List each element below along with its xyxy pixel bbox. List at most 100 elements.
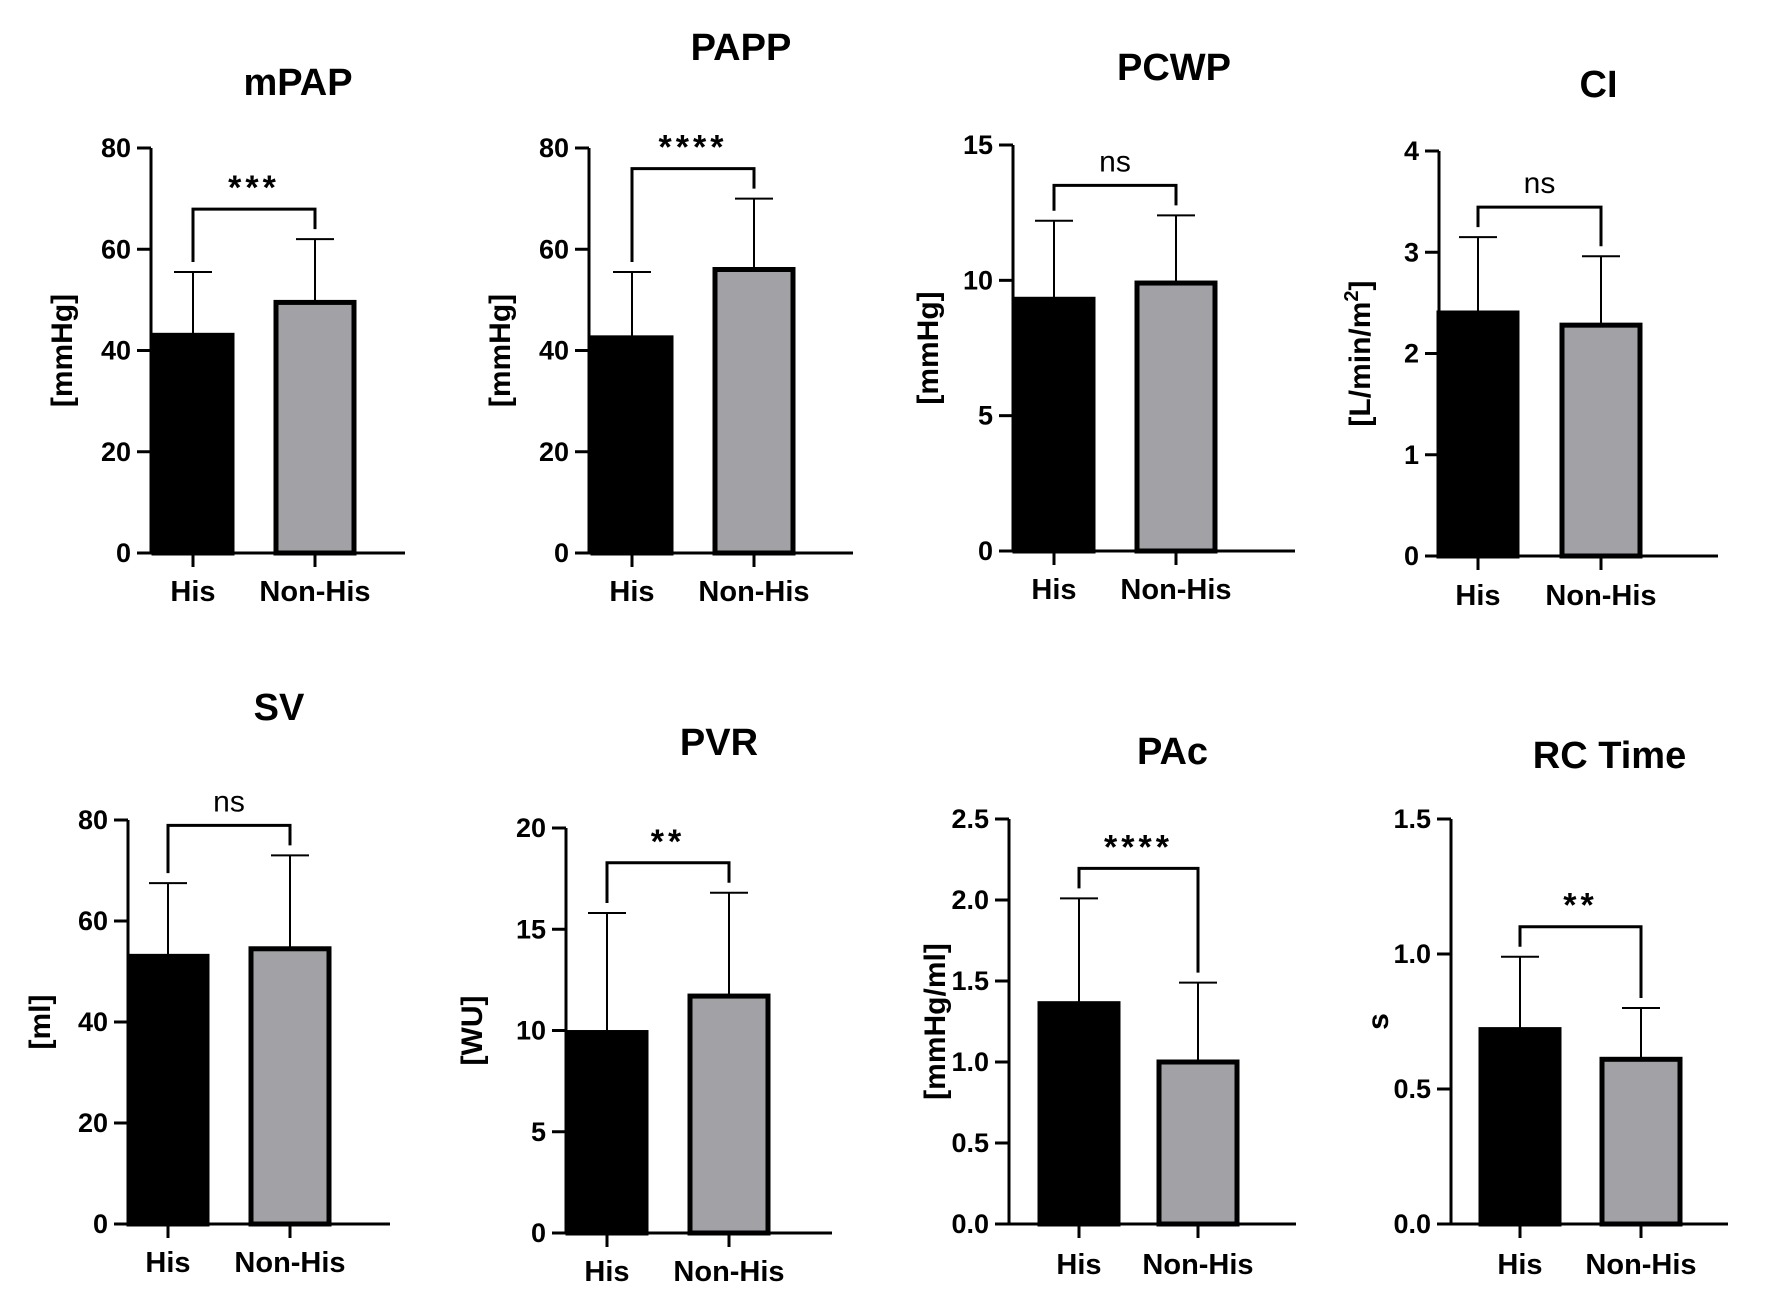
category-label-non-his: Non-His	[1142, 1249, 1253, 1281]
y-tick-label: 5	[531, 1117, 546, 1147]
y-tick-label: 20	[539, 437, 569, 467]
significance-label: ns	[1099, 145, 1131, 178]
significance-bracket	[1052, 183, 1178, 211]
significance-bracket	[166, 823, 292, 874]
significance-label: ****	[1104, 828, 1173, 866]
significance-bracket	[1476, 205, 1603, 247]
chart-title: CI	[1580, 64, 1618, 106]
y-axis-label: [mmHg]	[484, 294, 517, 407]
bar-non-his	[273, 299, 357, 556]
chart-title: PAc	[1137, 731, 1208, 773]
bar-his	[1037, 1001, 1121, 1227]
chart-title: SV	[254, 687, 305, 729]
y-tick-label: 1.5	[1393, 804, 1431, 834]
y-tick-label: 1.0	[951, 1047, 989, 1077]
significance-bracket	[191, 207, 317, 263]
y-tick-label: 0	[93, 1209, 108, 1239]
y-tick-label: 0.0	[1393, 1209, 1431, 1239]
chart-panel: PCWP 0 5 10 15 [mmHg] His Non-His ns	[912, 47, 1295, 606]
significance-bracket	[630, 167, 756, 263]
y-tick-label: 60	[78, 906, 108, 936]
y-axis-label: s	[1362, 1013, 1395, 1030]
y-tick-label: 20	[78, 1108, 108, 1138]
bar-his	[590, 335, 674, 556]
y-tick-label: 60	[101, 234, 131, 264]
y-tick-label: 15	[963, 130, 993, 160]
y-tick-label: 0	[554, 538, 569, 568]
y-tick-label: 2.0	[951, 885, 989, 915]
significance-label: ****	[659, 129, 728, 167]
category-label-non-his: Non-His	[1545, 580, 1656, 612]
y-tick-label: 0.5	[1393, 1074, 1431, 1104]
chart-title: PVR	[680, 722, 758, 764]
category-label-non-his: Non-His	[259, 576, 370, 608]
y-axis-label: [mmHg]	[912, 291, 945, 404]
category-label-his: His	[609, 576, 654, 608]
y-tick-label: 40	[78, 1007, 108, 1037]
category-label-his: His	[145, 1247, 190, 1279]
category-label-his: His	[584, 1256, 629, 1288]
y-tick-label: 2	[1404, 339, 1419, 369]
bar-non-his	[1559, 322, 1643, 559]
category-label-his: His	[1056, 1249, 1101, 1281]
significance-label: **	[1563, 887, 1597, 925]
y-tick-label: 10	[963, 265, 993, 295]
y-tick-label: 80	[539, 133, 569, 163]
significance-label: ns	[1524, 167, 1556, 200]
y-axis-label-superscript: 2	[1341, 290, 1363, 301]
y-tick-label: 20	[101, 437, 131, 467]
y-tick-label: 0	[978, 536, 993, 566]
chart-panel: PAPP 0 20 40 60 80 [mmHg] His Non-His ****	[484, 27, 853, 608]
chart-title: PAPP	[691, 27, 792, 69]
bar-his	[1012, 296, 1096, 554]
y-tick-label: 1.0	[1393, 939, 1431, 969]
category-label-non-his: Non-His	[673, 1256, 784, 1288]
chart-title: RC Time	[1533, 735, 1686, 777]
chart-title: mPAP	[243, 62, 352, 104]
significance-bracket	[605, 861, 731, 904]
bar-non-his	[1156, 1059, 1240, 1227]
bar-his	[565, 1030, 649, 1236]
y-tick-label: 4	[1404, 136, 1419, 166]
y-tick-label: 80	[101, 133, 131, 163]
significance-bracket	[1518, 925, 1643, 998]
category-label-his: His	[1455, 580, 1500, 612]
bar-non-his	[248, 946, 332, 1227]
y-axis-label-bracket: ]	[1344, 280, 1377, 290]
y-tick-label: 3	[1404, 237, 1419, 267]
bar-non-his	[712, 267, 796, 556]
y-tick-label: 40	[101, 336, 131, 366]
y-tick-label: 0.5	[951, 1128, 989, 1158]
category-label-non-his: Non-His	[1120, 574, 1231, 606]
y-tick-label: 5	[978, 401, 993, 431]
category-label-his: His	[1497, 1249, 1542, 1281]
y-axis-label: [mmHg]	[46, 294, 79, 407]
category-label-his: His	[1031, 574, 1076, 606]
y-tick-label: 1	[1404, 440, 1419, 470]
y-axis-label: [WU]	[456, 996, 489, 1066]
chart-panel: SV 0 20 40 60 80 [ml] His Non-His ns	[24, 687, 390, 1279]
category-label-non-his: Non-His	[698, 576, 809, 608]
y-axis-label: [L/min/m2]	[1341, 280, 1377, 426]
y-tick-label: 40	[539, 336, 569, 366]
significance-label: **	[651, 823, 685, 861]
significance-bracket	[1077, 866, 1200, 973]
y-tick-label: 0.0	[951, 1209, 989, 1239]
category-label-his: His	[170, 576, 215, 608]
significance-label: ns	[213, 785, 245, 818]
category-label-non-his: Non-His	[1585, 1249, 1696, 1281]
chart-panel: PVR 0 5 10 15 20 [WU] His Non-His **	[456, 722, 832, 1288]
bar-his	[1436, 310, 1520, 559]
y-tick-label: 0	[1404, 541, 1419, 571]
bar-non-his	[1134, 280, 1218, 554]
chart-panel: RC Time 0.0 0.5 1.0 1.5 s His Non-His **	[1362, 735, 1728, 1281]
y-tick-label: 80	[78, 805, 108, 835]
chart-panel: mPAP 0 20 40 60 80 [mmHg] His Non-His ***	[46, 62, 405, 608]
significance-label: ***	[228, 169, 280, 207]
bar-his	[126, 953, 210, 1227]
y-axis-label-text: [L/min/m	[1344, 302, 1377, 427]
y-axis-label: [mmHg/ml]	[919, 943, 952, 1100]
y-tick-label: 0	[531, 1218, 546, 1248]
